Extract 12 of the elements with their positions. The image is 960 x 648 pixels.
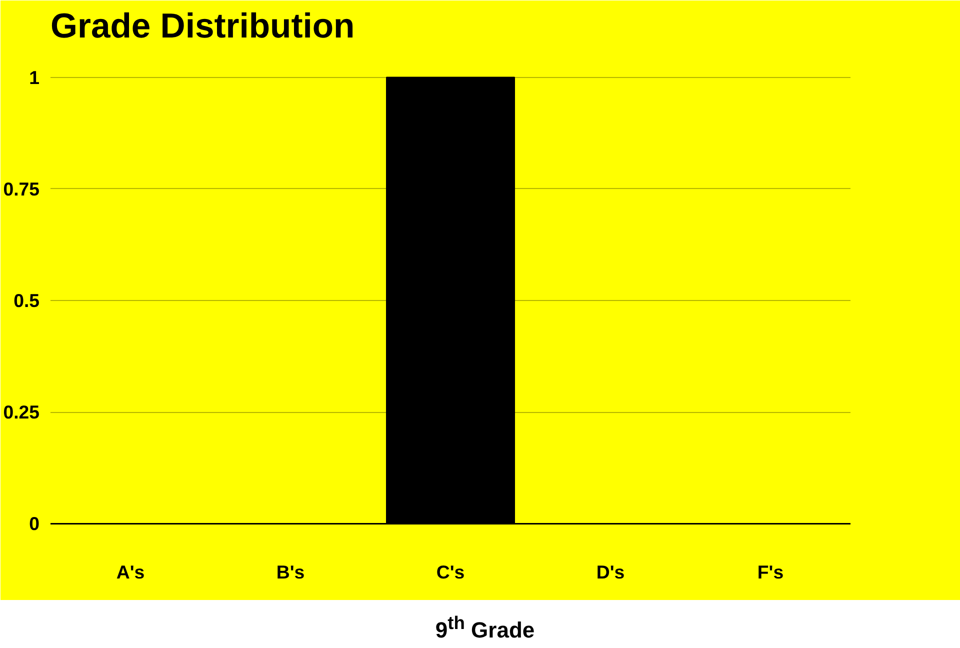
y-tick-label: 0 [29, 513, 40, 534]
x-tick-label: B's [276, 562, 305, 582]
x-tick-label: D's [596, 562, 625, 582]
chart-title: Grade Distribution [50, 8, 355, 46]
y-tick-label: 0.5 [14, 290, 40, 311]
y-tick-label: 1 [29, 66, 40, 88]
y-tick-label: 0.25 [3, 402, 40, 423]
y-tick-label: 0.75 [3, 178, 40, 200]
x-tick-label: C's [436, 562, 465, 582]
text: 9$^{th}$ Grade [435, 611, 535, 644]
x-tick-label: A's [116, 562, 145, 582]
x-tick-label: F's [757, 562, 784, 582]
